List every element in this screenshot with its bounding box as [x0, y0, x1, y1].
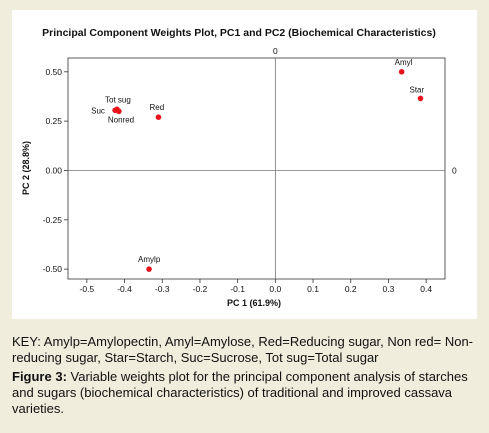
plot-border — [67, 57, 446, 280]
y-axis-label: PC 2 (28.8%) — [21, 141, 31, 195]
point-amylp — [146, 266, 152, 272]
point-label-red: Red — [149, 103, 164, 112]
y-tick-label: 0.00 — [45, 165, 62, 175]
point-star — [417, 95, 424, 102]
x-tick-label: -0.2 — [193, 284, 208, 294]
key-text: KEY: Amylp=Amylopectin, Amyl=Amylose, Re… — [12, 334, 474, 365]
y-tick-label: -0.25 — [43, 215, 63, 225]
point-label-amyl: Amyl — [395, 58, 413, 67]
plot-background — [12, 10, 477, 319]
x-axis-label: PC 1 (61.9%) — [227, 298, 281, 308]
point-label-star: Star — [409, 85, 424, 94]
x-axis: -0.5 -0.4 -0.3 -0.2 -0.1 0.0 0.1 0.2 0.3 0.4 — [80, 279, 432, 294]
y-tick-label: 0.50 — [45, 67, 62, 77]
x-tick-label: 0.0 — [269, 284, 281, 294]
chart-title: Principal Component Weights Plot, PC1 an… — [42, 27, 436, 39]
y-tick-label: 0.25 — [45, 116, 62, 126]
point-amyl — [398, 69, 405, 75]
y-tick-label: -0.50 — [43, 264, 63, 274]
x-tick-label: 0.3 — [383, 284, 395, 294]
chart: Principal Component Weights Plot, PC1 an… — [12, 10, 477, 319]
figure-label: Figure 3: — [12, 369, 67, 384]
x-tick-label: 0.4 — [420, 284, 432, 294]
x-tick-label: -0.4 — [117, 284, 132, 294]
reference-lines: 00 — [68, 46, 457, 279]
y-axis: -0.50 -0.25 0.00 0.25 0.50 — [43, 67, 68, 274]
point-label-tot-sug: Tot sug — [105, 95, 131, 104]
x-tick-label: -0.1 — [230, 284, 245, 294]
point-label-nonred: Nonred — [108, 115, 134, 124]
x-tick-label: -0.5 — [80, 284, 95, 294]
figure-caption-text: Variable weights plot for the principal … — [12, 369, 468, 416]
x-tick-label: 0.2 — [345, 284, 357, 294]
point-label-amylp: Amylp — [138, 255, 161, 264]
point-label-suc: Suc — [91, 106, 105, 115]
x-tick-label: -0.3 — [155, 284, 170, 294]
vertical-zero-line-label: 0 — [273, 46, 278, 56]
point-nonred — [116, 108, 122, 115]
point-red — [155, 114, 162, 120]
x-tick-label: 0.1 — [307, 284, 319, 294]
figure-caption: Figure 3: Variable weights plot for the … — [12, 369, 482, 417]
horizontal-zero-line-label: 0 — [452, 165, 457, 175]
